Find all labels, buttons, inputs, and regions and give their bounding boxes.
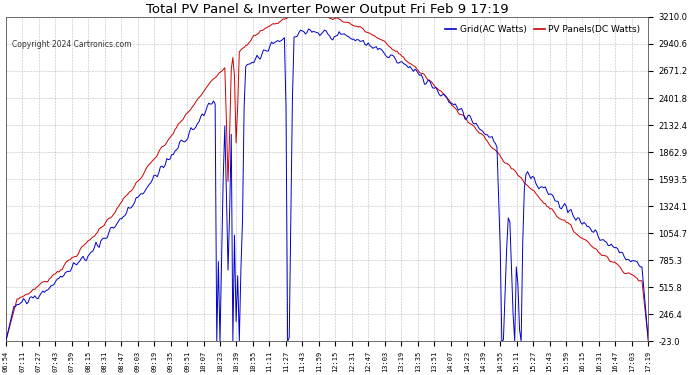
Title: Total PV Panel & Inverter Power Output Fri Feb 9 17:19: Total PV Panel & Inverter Power Output F… — [146, 3, 509, 16]
Legend: Grid(AC Watts), PV Panels(DC Watts): Grid(AC Watts), PV Panels(DC Watts) — [442, 21, 644, 38]
Text: Copyright 2024 Cartronics.com: Copyright 2024 Cartronics.com — [12, 40, 132, 49]
